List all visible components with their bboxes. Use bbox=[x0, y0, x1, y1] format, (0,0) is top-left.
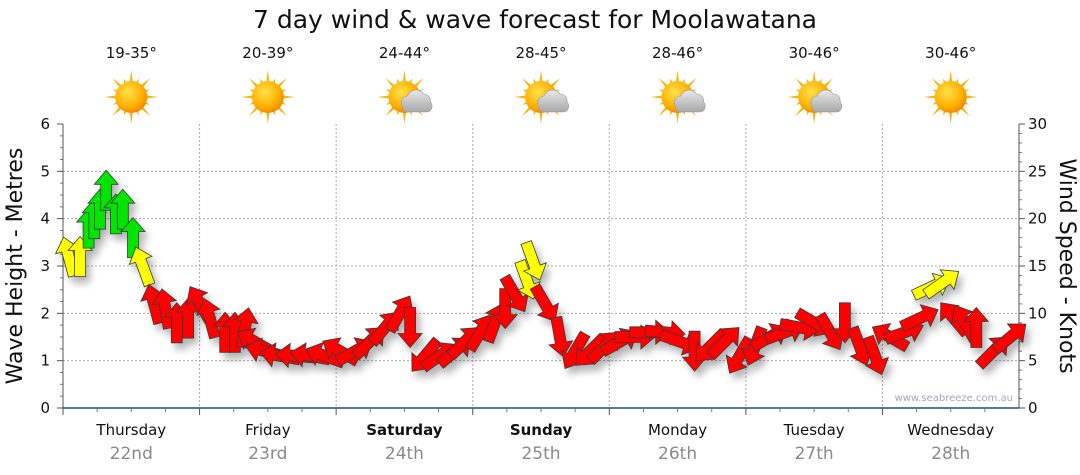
date-label: 26th bbox=[658, 444, 697, 464]
sun-ray bbox=[266, 110, 270, 124]
sun-ray bbox=[949, 110, 953, 124]
sun-ray bbox=[402, 70, 407, 84]
sun-cloud-icon bbox=[377, 70, 433, 124]
y2-tick-label: 0 bbox=[1028, 399, 1038, 417]
sun-ray bbox=[129, 70, 133, 84]
wind-arrow bbox=[520, 240, 548, 281]
wind-arrow bbox=[548, 315, 574, 358]
day-label: Friday bbox=[245, 421, 291, 439]
wind-arrow bbox=[922, 269, 960, 300]
date-label: 28th bbox=[931, 444, 970, 464]
y2-tick-label: 30 bbox=[1028, 115, 1047, 133]
sun-ray bbox=[812, 70, 816, 84]
temperature-label: 20-39° bbox=[242, 44, 293, 62]
sun-ray bbox=[266, 70, 270, 84]
sun-ray bbox=[104, 95, 118, 99]
y-axis-title: Wave Height - Metres bbox=[3, 148, 28, 385]
sun-ray bbox=[240, 95, 254, 99]
date-label: 22nd bbox=[110, 444, 153, 464]
temperature-label: 19-35° bbox=[106, 44, 157, 62]
sun-disc bbox=[934, 81, 967, 113]
sun-ray bbox=[377, 95, 391, 99]
cloud bbox=[810, 89, 843, 113]
sun-ray bbox=[129, 110, 133, 124]
wind-arrow bbox=[899, 304, 939, 333]
day-label: Monday bbox=[648, 421, 707, 439]
sun-ray bbox=[675, 70, 680, 84]
sun-ray bbox=[675, 110, 680, 124]
wind-arrow bbox=[397, 307, 423, 349]
date-label: 23rd bbox=[248, 444, 287, 464]
sun-ray bbox=[949, 70, 953, 84]
y2-tick-label: 20 bbox=[1028, 210, 1047, 228]
date-label: 25th bbox=[521, 444, 560, 464]
day-label: Saturday bbox=[366, 421, 443, 439]
cloud bbox=[673, 89, 706, 113]
wind-arrow bbox=[706, 327, 740, 361]
sun-ray bbox=[539, 70, 543, 84]
sun-ray bbox=[964, 95, 978, 99]
wind-arrow bbox=[93, 169, 120, 211]
y2-axis-title: Wind Speed - Knots bbox=[1054, 158, 1079, 373]
sun-ray bbox=[514, 95, 528, 99]
sun-ray bbox=[812, 110, 816, 124]
day-label: Thursday bbox=[95, 421, 166, 439]
sun-disc bbox=[115, 81, 148, 113]
y-tick-label: 0 bbox=[40, 399, 50, 417]
wind-arrow bbox=[151, 288, 178, 330]
temperature-label: 30-46° bbox=[789, 44, 840, 62]
wind-arrow bbox=[529, 283, 559, 322]
sun-disc bbox=[251, 81, 284, 113]
watermark: www.seabreeze.com.au bbox=[895, 393, 1013, 404]
sun-ray bbox=[402, 110, 407, 124]
y-tick-label: 4 bbox=[40, 210, 50, 228]
wind-arrow bbox=[991, 323, 1027, 355]
y2-tick-label: 25 bbox=[1028, 162, 1047, 180]
y-tick-label: 1 bbox=[40, 352, 50, 370]
wind-arrow bbox=[862, 334, 890, 376]
temperature-label: 28-46° bbox=[652, 44, 703, 62]
y-tick-label: 6 bbox=[40, 115, 50, 133]
temperature-label: 30-46° bbox=[925, 44, 976, 62]
y-tick-label: 2 bbox=[40, 304, 50, 322]
wind-arrow bbox=[963, 306, 990, 348]
y-tick-label: 5 bbox=[40, 162, 50, 180]
cloud bbox=[537, 89, 569, 113]
day-label: Wednesday bbox=[907, 421, 994, 439]
y2-tick-label: 10 bbox=[1028, 304, 1047, 322]
sun-cloud-icon bbox=[514, 70, 569, 124]
sun-ray bbox=[145, 95, 159, 99]
sun-cloud-icon bbox=[787, 70, 843, 124]
sun-ray bbox=[923, 95, 937, 99]
sun-ray bbox=[650, 95, 664, 99]
day-label: Tuesday bbox=[783, 421, 845, 439]
sun-ray bbox=[281, 95, 295, 99]
wind-arrow bbox=[195, 298, 221, 340]
sun-cloud-icon bbox=[650, 70, 706, 124]
y-tick-label: 3 bbox=[40, 257, 50, 275]
temperature-label: 28-45° bbox=[515, 44, 566, 62]
sun-icon bbox=[240, 70, 295, 124]
y2-tick-label: 5 bbox=[1028, 352, 1038, 370]
sun-icon bbox=[923, 70, 978, 124]
date-label: 24th bbox=[385, 444, 424, 464]
cloud bbox=[400, 89, 433, 113]
sun-ray bbox=[787, 95, 801, 99]
wind-arrow bbox=[725, 335, 755, 374]
y2-tick-label: 15 bbox=[1028, 257, 1047, 275]
temperature-label: 24-44° bbox=[379, 44, 430, 62]
day-label: Sunday bbox=[510, 421, 573, 439]
date-label: 27th bbox=[795, 444, 834, 464]
chart-title: 7 day wind & wave forecast for Moolawata… bbox=[253, 5, 817, 34]
sun-ray bbox=[539, 110, 543, 124]
sun-icon bbox=[104, 70, 159, 124]
